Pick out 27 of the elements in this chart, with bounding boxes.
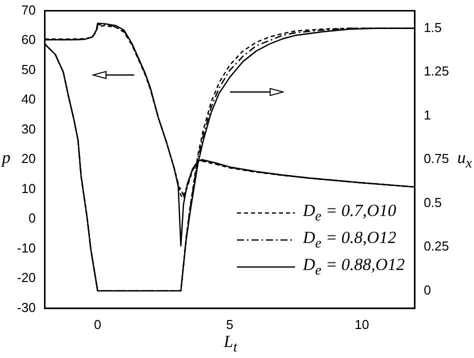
y2-axis-title: u$_{x}$: [457, 148, 472, 172]
y-tick-label: 70: [21, 2, 36, 18]
y2-tick-label: 0.75: [424, 151, 450, 166]
y-axis-title: p: [2, 148, 10, 168]
legend-label: D$_{e}$ = 0.88,O12: [302, 254, 405, 280]
x-tick-label: 10: [354, 316, 370, 332]
y-tick-label: -10: [16, 240, 36, 256]
legend-label: D$_{e}$ = 0.7,O10: [302, 200, 396, 226]
y2-tick-label: 0.25: [424, 238, 450, 254]
x-tick-label: 5: [226, 316, 234, 332]
y2-tick-label: 1: [424, 107, 431, 122]
y-tick-label: -30: [16, 300, 36, 315]
y-tick-label: 10: [21, 180, 36, 196]
y2-tick-label: 0: [424, 282, 431, 298]
x-axis-title: L$_{t}$: [224, 332, 238, 357]
x-tick-label: 0: [94, 316, 102, 332]
y-tick-label: 60: [21, 32, 36, 48]
y-tick-label: -20: [16, 270, 36, 286]
y-tick-label: 30: [21, 121, 36, 136]
y-tick-label: 40: [21, 92, 36, 107]
y-tick-label: 20: [21, 151, 36, 166]
legend-label: D$_{e}$ = 0.8,O12: [302, 228, 396, 252]
y2-tick-label: 1.25: [424, 64, 450, 79]
y-tick-label: 50: [21, 62, 36, 77]
y2-tick-label: 1.5: [424, 20, 442, 35]
y2-tick-label: 0.5: [424, 194, 442, 210]
y-tick-label: 0: [28, 210, 36, 226]
